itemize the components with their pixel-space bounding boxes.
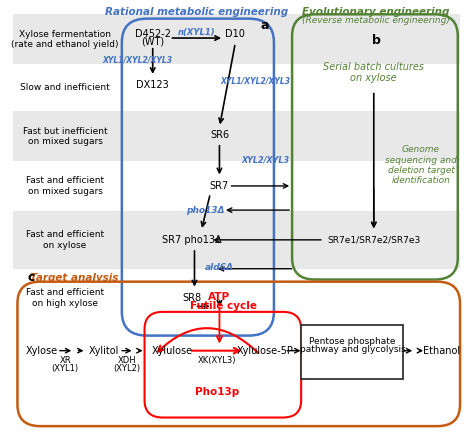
Text: SR7 pho13Δ: SR7 pho13Δ [163,235,222,245]
Text: Fast and efficient
on xylose: Fast and efficient on xylose [26,230,104,250]
Text: (Reverse metabolic engineering): (Reverse metabolic engineering) [302,16,450,25]
Text: D10: D10 [226,29,245,39]
Text: n(XYL1): n(XYL1) [178,28,216,37]
Text: XYL1/XYL2/XYL3: XYL1/XYL2/XYL3 [221,77,291,85]
Text: Xylitol: Xylitol [89,345,119,356]
Text: XYL1/XYL2/XYL3: XYL1/XYL2/XYL3 [103,56,173,65]
Text: Fast and efficient
on mixed sugars: Fast and efficient on mixed sugars [26,176,104,196]
Text: Xylose: Xylose [26,345,57,356]
Text: a: a [261,19,269,32]
Text: DX123: DX123 [137,80,169,90]
FancyBboxPatch shape [301,325,403,379]
Text: (WT): (WT) [141,37,164,47]
Text: D452-2: D452-2 [135,29,171,39]
Text: Fast but inefficient
on mixed sugars: Fast but inefficient on mixed sugars [23,127,108,146]
Text: Target analysis: Target analysis [30,273,118,283]
Text: XR: XR [59,356,71,365]
Text: ald6Δ: ald6Δ [205,263,234,273]
FancyBboxPatch shape [13,14,460,64]
Text: Ethanol: Ethanol [423,345,460,356]
Text: Slow and inefficient: Slow and inefficient [20,83,110,92]
Text: Pentose phosphate: Pentose phosphate [309,337,396,346]
Text: Rational metabolic engineering: Rational metabolic engineering [105,7,288,17]
Text: Evolutionary engineering: Evolutionary engineering [302,7,450,17]
Text: (XYL2): (XYL2) [114,364,141,373]
Text: Fast and efficient
on high xylose: Fast and efficient on high xylose [26,288,104,308]
Text: Xylulose: Xylulose [151,345,192,356]
Text: SR6: SR6 [210,130,229,140]
Text: Xylose fermentation
(rate and ethanol yield): Xylose fermentation (rate and ethanol yi… [11,30,119,49]
Text: Serial batch cultures
on xylose: Serial batch cultures on xylose [323,62,424,83]
Text: b: b [372,34,381,47]
Text: Futile cycle: Futile cycle [190,301,256,311]
Text: pathway and glycolysis: pathway and glycolysis [300,345,405,354]
Text: XDH: XDH [118,356,137,365]
Text: Xylulose-5P: Xylulose-5P [237,345,293,356]
Text: XYL2/XYL3: XYL2/XYL3 [241,155,289,164]
Text: Genome
sequencing and
deletion target
identification: Genome sequencing and deletion target id… [385,145,457,185]
Text: ATP: ATP [209,292,230,302]
FancyBboxPatch shape [13,112,460,161]
Text: XK(XYL3): XK(XYL3) [198,356,237,365]
Text: SR8: SR8 [182,293,202,303]
Text: SR7e1/SR7e2/SR7e3: SR7e1/SR7e2/SR7e3 [327,235,420,244]
Text: c: c [27,271,35,284]
Text: (XYL1): (XYL1) [52,364,79,373]
Text: pho13Δ: pho13Δ [187,206,225,214]
Text: Pho13p: Pho13p [195,387,239,397]
Text: SR7: SR7 [210,181,229,191]
FancyBboxPatch shape [13,210,460,269]
